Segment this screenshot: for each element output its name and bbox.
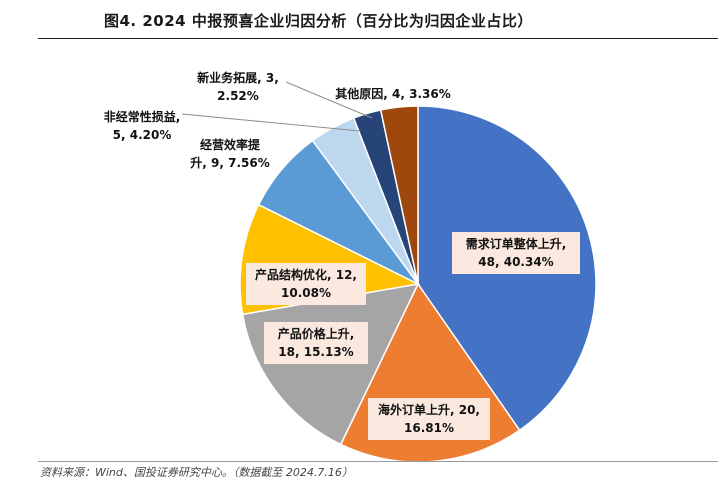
slice-label: 升, 9, 7.56% — [190, 155, 269, 170]
slice-label: 2.52% — [217, 89, 259, 103]
pie-slice — [379, 105, 419, 285]
chart-title: 图4. 2024 中报预喜企业归因分析（百分比为归因企业占比） — [104, 12, 533, 30]
slice-label: 16.81% — [404, 421, 454, 435]
leader-line — [181, 113, 361, 132]
slice-label: 非经常性损益, — [104, 109, 181, 124]
leader-lines — [181, 81, 373, 132]
slice-labels: 需求订单整体上升, 48, 40.34% 海外订单上升, 20, 16.81% 产品价格… — [104, 70, 580, 440]
slice-label: 经营效率提 — [200, 137, 261, 152]
slice-label: 需求订单整体上升, — [466, 236, 567, 251]
slice-label: 产品结构优化, 12, — [255, 267, 357, 282]
slice-label: 新业务拓展, 3, — [197, 70, 279, 85]
slice-label-box — [368, 398, 490, 440]
source-note: 资料来源：Wind、国投证券研究中心。（数据截至 2024.7.16） — [40, 466, 353, 479]
slice-label: 其他原因, 4, 3.36% — [335, 86, 450, 101]
slice-label-box — [264, 322, 368, 364]
title-rule — [38, 38, 718, 39]
source-rule — [38, 461, 718, 462]
slice-label: 产品价格上升, — [278, 326, 355, 341]
slice-label-box — [246, 263, 366, 305]
slice-label: 海外订单上升, 20, — [378, 402, 480, 417]
leader-line — [285, 81, 373, 119]
slice-label: 48, 40.34% — [478, 255, 553, 269]
slice-label: 5, 4.20% — [113, 128, 172, 142]
slice-label-box — [452, 232, 580, 274]
slice-label: 18, 15.13% — [278, 345, 353, 359]
slice-label: 10.08% — [281, 286, 331, 300]
